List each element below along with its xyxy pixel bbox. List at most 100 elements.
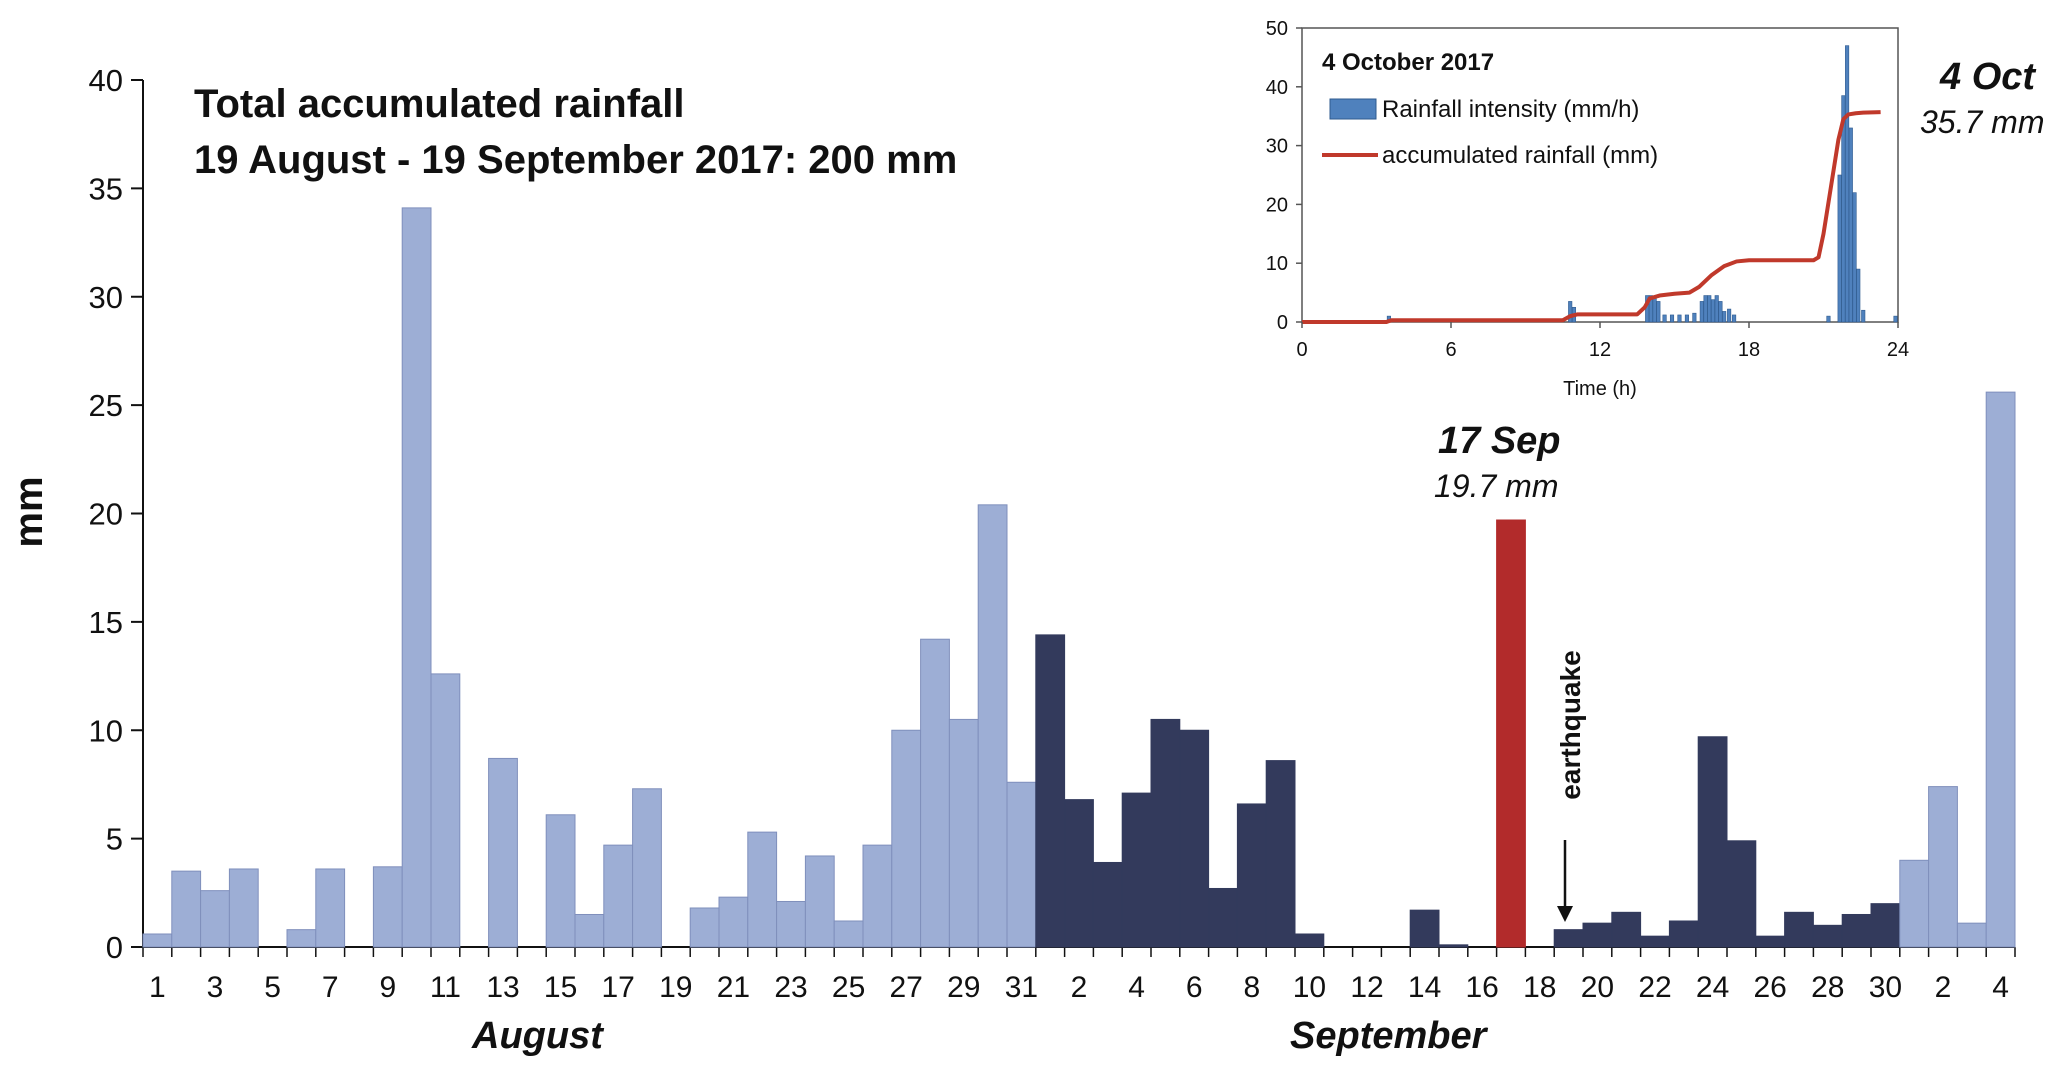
- rain-bar-aug-7: [315, 868, 346, 948]
- rain-bar-aug-9: [372, 866, 403, 948]
- rain-bar-aug-23: [776, 900, 806, 948]
- rain-bar-sep-8: [1236, 803, 1267, 948]
- rain-bar-sep-20: [1582, 922, 1613, 948]
- main-x-tick-label: 5: [264, 971, 281, 1004]
- inset-y-tick-label: 0: [1277, 312, 1288, 334]
- inset-title: 4 October 2017: [1322, 49, 1494, 76]
- main-x-tick-label: 16: [1466, 971, 1499, 1004]
- inset-y-tick-label: 10: [1266, 253, 1288, 275]
- inset-x-tick-label: 6: [1445, 339, 1456, 361]
- inset-intensity-bar: [1732, 314, 1737, 323]
- oct4-date-label: 4 Oct: [1940, 56, 2036, 98]
- inset-intensity-bar: [1848, 127, 1853, 323]
- inset-intensity-bar: [1677, 314, 1682, 323]
- rain-bar-sep-22: [1640, 935, 1670, 948]
- main-x-tick-label: 18: [1523, 971, 1556, 1004]
- main-y-axis-title: mm: [7, 476, 51, 547]
- rain-bar-aug-20: [689, 907, 720, 948]
- rain-bar-aug-30: [977, 504, 1008, 948]
- rain-bar-sep-30: [1870, 903, 1901, 948]
- rain-bar-sep-4: [1121, 792, 1152, 948]
- main-x-tick-label: 6: [1186, 971, 1203, 1004]
- rain-bar-aug-3: [200, 890, 230, 948]
- rain-bar-aug-26: [862, 844, 893, 948]
- rain-bar-sep-7: [1208, 887, 1238, 948]
- rain-bar-aug-18: [632, 788, 662, 948]
- main-x-tick-label: 4: [1992, 971, 2009, 1004]
- main-y-tick-label: 15: [89, 605, 123, 640]
- main-x-tick-label: 29: [947, 971, 980, 1004]
- inset-intensity-bar: [1722, 311, 1727, 323]
- rain-bar-sep-5: [1150, 718, 1181, 948]
- rain-bar-sep-26: [1755, 935, 1786, 948]
- inset-intensity-bar: [1684, 314, 1689, 323]
- main-x-tick-label: 7: [322, 971, 339, 1004]
- main-x-tick-label: 22: [1638, 971, 1671, 1004]
- inset-y-tick-label: 40: [1266, 77, 1288, 99]
- inset-accumulated-line: [1302, 110, 1881, 324]
- main-x-tick-label: 23: [774, 971, 807, 1004]
- inset-intensity-bar: [1652, 298, 1657, 323]
- inset-x-tick-label: 0: [1296, 339, 1307, 361]
- rain-bar-aug-11: [430, 673, 461, 948]
- rain-bar-oct-1: [1899, 859, 1930, 948]
- inset-intensity-bar: [1669, 314, 1675, 323]
- inset-intensity-bar: [1727, 308, 1732, 323]
- main-x-tick-label: 19: [659, 971, 692, 1004]
- main-y-tick-label: 40: [89, 63, 123, 98]
- inset-y-tick-label: 20: [1266, 194, 1288, 216]
- inset-intensity-bar: [1893, 315, 1898, 323]
- rain-bar-aug-31: [1006, 781, 1037, 948]
- rain-bar-sep-9: [1265, 760, 1296, 948]
- rain-bar-sep-3: [1092, 861, 1123, 948]
- main-y-tick-label: 25: [89, 388, 123, 423]
- main-x-tick-label: 3: [207, 971, 224, 1004]
- main-x-tick-label: 24: [1696, 971, 1729, 1004]
- main-x-tick-label: 13: [486, 971, 519, 1004]
- main-x-tick-label: 20: [1581, 971, 1614, 1004]
- inset-y-tick-label: 50: [1266, 18, 1288, 40]
- inset-y-tick-labels: 0 10 20 30 40 50: [1266, 18, 1302, 334]
- rain-bar-sep-17: [1496, 519, 1526, 948]
- inset-intensity-bar: [1856, 268, 1861, 323]
- main-x-tick-label: 11: [430, 971, 461, 1004]
- inset-intensity-bar: [1699, 301, 1704, 323]
- rain-bar-aug-29: [948, 718, 979, 948]
- rain-bar-aug-22: [747, 831, 778, 948]
- rain-bar-aug-1: [142, 933, 173, 948]
- rain-bar-aug-16: [574, 913, 605, 948]
- main-x-tick-label: 1: [149, 971, 166, 1004]
- inset-intensity-bar: [1861, 309, 1866, 323]
- rain-bar-sep-28: [1812, 924, 1843, 948]
- rain-bar-sep-21: [1611, 911, 1642, 948]
- main-x-tick-label: 25: [832, 971, 865, 1004]
- inset-x-tick-label: 12: [1589, 339, 1611, 361]
- sep17-date-label: 17 Sep: [1438, 420, 1561, 462]
- main-x-tick-label: 30: [1869, 971, 1902, 1004]
- main-y-tick-label: 0: [106, 930, 123, 965]
- chart-subtitle: 19 August - 19 September 2017: 200 mm: [194, 138, 958, 182]
- rain-bar-aug-6: [286, 929, 317, 948]
- sep17-amount-label: 19.7 mm: [1434, 468, 1559, 504]
- main-x-tick-label: 12: [1350, 971, 1383, 1004]
- rain-bar-sep-24: [1697, 736, 1728, 948]
- rain-bar-aug-24: [804, 855, 835, 948]
- inset-x-tick-label: 18: [1738, 339, 1760, 361]
- rain-bar-sep-14: [1409, 909, 1440, 948]
- earthquake-arrow: [1557, 840, 1573, 922]
- inset-legend: Rainfall intensity (mm/h) accumulated ra…: [1322, 96, 1658, 169]
- rain-bar-aug-25: [833, 920, 864, 948]
- main-x-tick-label: 14: [1408, 971, 1441, 1004]
- inset-intensity-bar: [1714, 295, 1719, 323]
- rain-bar-aug-15: [545, 814, 576, 948]
- inset-intensity-bar: [1703, 295, 1708, 323]
- main-x-tick-label: 17: [602, 971, 635, 1004]
- main-x-tick-labels: 1 3 5 7 9 11 13 15 17 19 21 23 25 27 29 31 2 4 6 8 10 12 14 16 1…: [149, 971, 2009, 1004]
- rain-bar-sep-23: [1668, 920, 1699, 948]
- main-x-tick-label: 27: [890, 971, 923, 1004]
- inset-intensity-bar: [1837, 174, 1842, 323]
- main-x-tick-label: 8: [1243, 971, 1260, 1004]
- main-x-tick-label: 2: [1935, 971, 1952, 1004]
- main-x-tick-label: 4: [1128, 971, 1145, 1004]
- rain-bar-sep-15: [1438, 944, 1469, 948]
